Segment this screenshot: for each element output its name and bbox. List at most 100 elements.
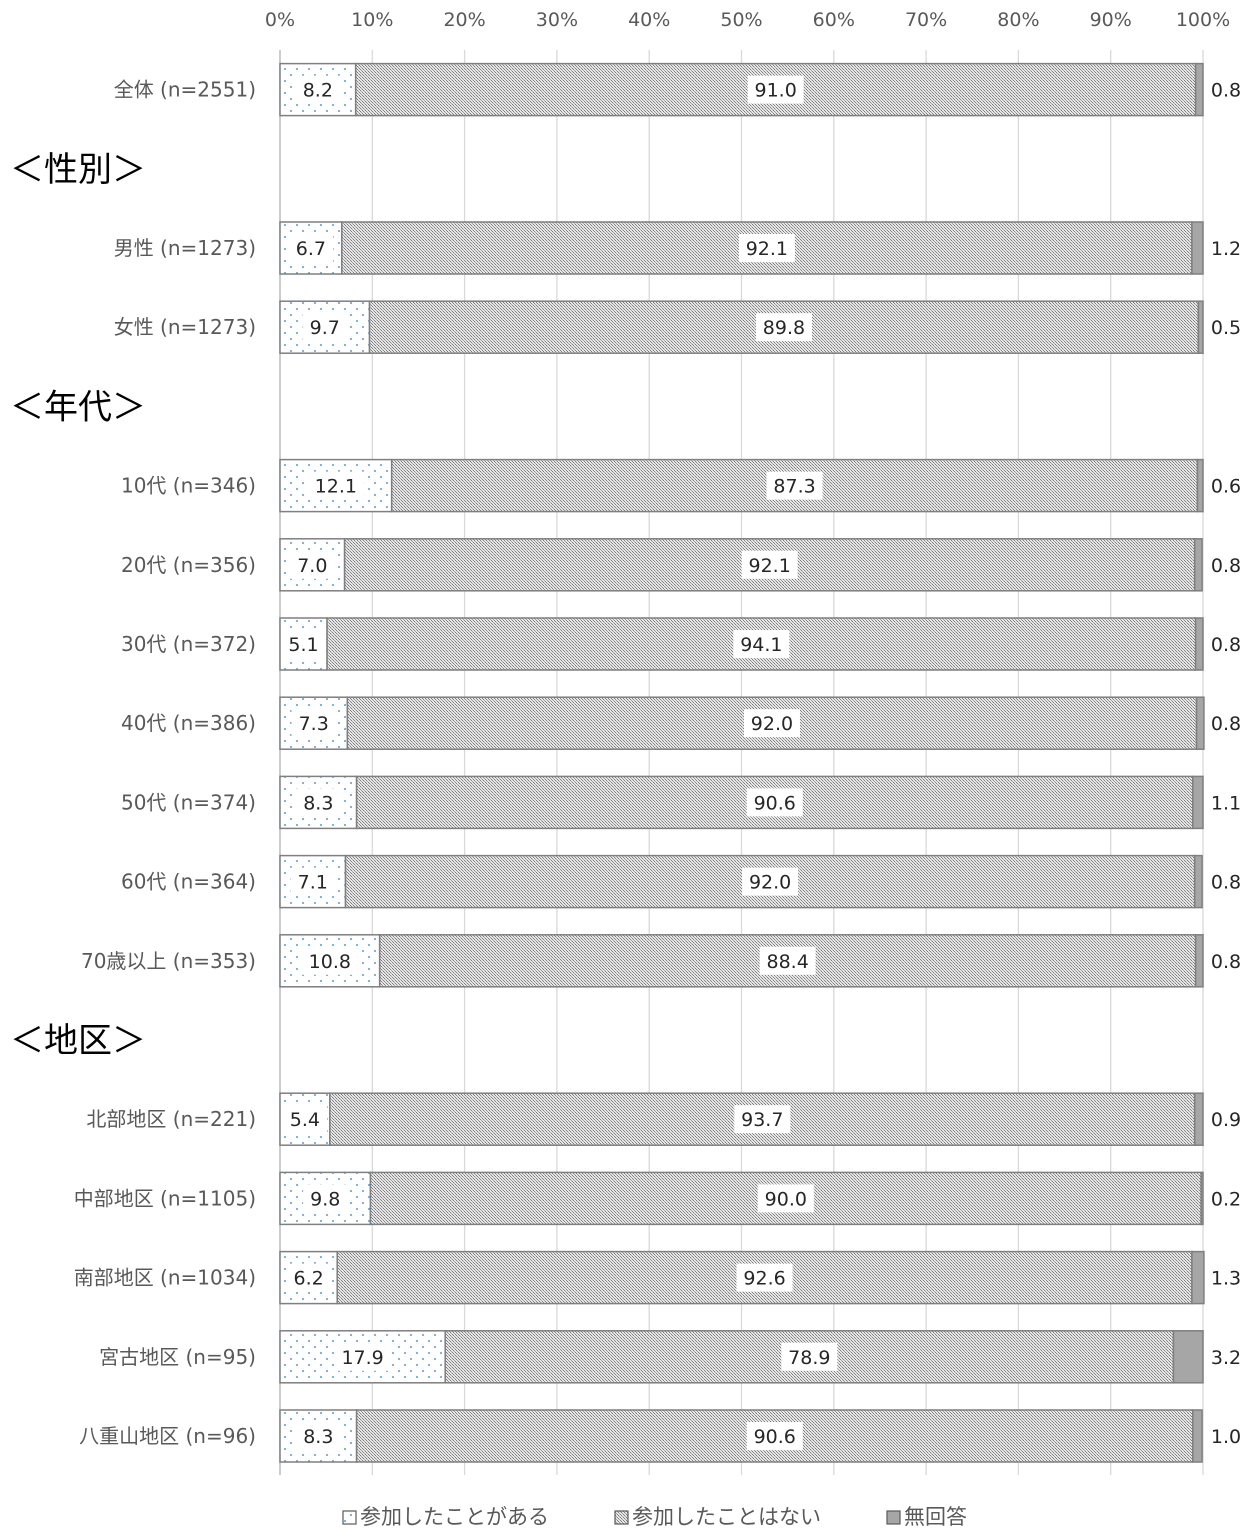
bar-segment — [1192, 1409, 1203, 1463]
x-axis-ticks: 0% 10% 20% 30% 40% 50% 60% 70% 80% 90% 100% — [265, 9, 1230, 31]
category-label: 南部地区 (n=1034) — [74, 1266, 256, 1290]
data-label: 78.9 — [788, 1347, 830, 1369]
bar-row: 70歳以上 (n=353) 10.8 88.4 0.8 — [81, 934, 1241, 988]
category-label: 20代 (n=356) — [121, 553, 256, 577]
data-label: 87.3 — [773, 476, 815, 498]
data-label: 0.8 — [1211, 872, 1241, 894]
bar-segment — [1200, 1171, 1204, 1226]
category-label: 全体 (n=2551) — [114, 78, 256, 102]
data-label: 9.7 — [310, 317, 340, 339]
data-label: 1.0 — [1211, 1426, 1241, 1448]
data-label-bg — [290, 550, 335, 579]
data-label: 7.3 — [299, 713, 329, 735]
data-label-bg — [747, 75, 804, 104]
data-label: 93.7 — [741, 1109, 783, 1131]
data-label: 0.5 — [1211, 317, 1241, 339]
category-label: 10代 (n=346) — [121, 474, 256, 498]
bar-segment — [344, 854, 1196, 909]
category-label: 50代 (n=374) — [121, 790, 256, 814]
data-label-bg — [302, 1184, 348, 1213]
bar-row: 宮古地区 (n=95) 17.9 78.9 3.2 — [99, 1330, 1241, 1384]
data-label: 7.1 — [298, 872, 328, 894]
bar-segment — [1193, 854, 1203, 909]
bar-row: 20代 (n=356) 7.0 92.1 0.8 — [121, 538, 1241, 592]
chart-rows: 全体 (n=2551) 8.2 91.0 0.8 ＜性別＞ 男性 (n=1273) 6.7 9… — [10, 62, 1241, 1463]
data-label: 5.4 — [290, 1109, 320, 1131]
bar-segment — [1192, 775, 1204, 830]
data-label-bg — [757, 1184, 814, 1213]
bar-row: 10代 (n=346) 12.1 87.3 0.6 — [121, 458, 1241, 513]
bar-segment — [1172, 1330, 1204, 1384]
data-label: 91.0 — [754, 80, 796, 102]
bar-segment — [1197, 300, 1204, 354]
data-label-bg — [290, 867, 336, 896]
category-label: 中部地区 (n=1105) — [74, 1186, 256, 1210]
data-label: 0.6 — [1211, 476, 1241, 498]
bar-row: 南部地区 (n=1034) 6.2 92.6 1.3 — [74, 1250, 1241, 1305]
bar-segment — [1191, 1250, 1205, 1305]
legend-swatch — [614, 1510, 629, 1525]
data-label-bg — [738, 234, 795, 262]
data-label: 6.7 — [296, 238, 326, 260]
x-tick-label: 60% — [813, 9, 855, 31]
bar-segment — [279, 934, 381, 988]
x-tick-label: 10% — [351, 9, 393, 31]
data-label-bg — [746, 788, 803, 817]
legend-entry: 無回答 — [904, 1505, 967, 1529]
data-label-bg — [307, 471, 364, 500]
data-label-bg — [301, 946, 358, 975]
x-tick-label: 70% — [905, 9, 947, 31]
bar-row: 40代 (n=386) 7.3 92.0 0.8 — [121, 696, 1241, 750]
data-label-bg — [755, 313, 812, 342]
data-label: 6.2 — [294, 1268, 324, 1290]
data-label: 0.8 — [1211, 80, 1241, 102]
data-label: 8.2 — [303, 80, 333, 102]
data-label: 1.3 — [1211, 1268, 1241, 1290]
data-label-bg — [302, 313, 348, 342]
x-tick-label: 0% — [265, 9, 295, 31]
category-label: 30代 (n=372) — [121, 632, 256, 656]
data-label: 92.1 — [748, 555, 790, 577]
data-label-bg — [334, 1342, 391, 1371]
legend-swatch — [342, 1510, 357, 1525]
category-label: 八重山地区 (n=96) — [79, 1424, 256, 1448]
data-label-bg — [291, 709, 336, 738]
x-tick-label: 90% — [1090, 9, 1132, 31]
data-label: 92.0 — [751, 713, 793, 735]
bar-row: 北部地区 (n=221) 5.4 93.7 0.9 — [86, 1092, 1241, 1146]
data-label-bg — [733, 630, 790, 658]
legend-entry: 参加したことがある — [360, 1505, 549, 1529]
x-tick-label: 40% — [628, 9, 670, 31]
bar-row: 50代 (n=374) 8.3 90.6 1.1 — [121, 775, 1241, 830]
data-label: 17.9 — [341, 1347, 383, 1369]
category-label: 40代 (n=386) — [121, 711, 256, 735]
bar-segment — [279, 1171, 372, 1226]
data-label-bg — [295, 75, 341, 104]
section-label: ＜性別＞ — [10, 150, 146, 190]
data-label: 5.1 — [288, 634, 318, 656]
bar-row: 30代 (n=372) 5.1 94.1 0.8 — [121, 617, 1241, 671]
data-label: 8.3 — [303, 1426, 333, 1448]
category-label: 60代 (n=364) — [121, 870, 256, 894]
data-label: 0.9 — [1211, 1109, 1241, 1131]
legend: 参加したことがある 参加したことはない 無回答 — [342, 1505, 967, 1529]
data-label-bg — [742, 867, 799, 896]
category-label: 北部地区 (n=221) — [86, 1107, 256, 1131]
gridlines — [279, 50, 1204, 1475]
bar-segment — [1193, 1092, 1204, 1146]
bar-segment — [1194, 617, 1204, 671]
data-label: 1.1 — [1211, 792, 1241, 814]
bar-segment — [1194, 934, 1204, 988]
data-label: 0.8 — [1211, 713, 1241, 735]
data-label: 94.1 — [740, 634, 782, 656]
data-label-bg — [741, 550, 798, 579]
bar-row: 八重山地区 (n=96) 8.3 90.6 1.0 — [79, 1409, 1241, 1463]
bar-row: 全体 (n=2551) 8.2 91.0 0.8 — [114, 62, 1241, 117]
data-label: 0.8 — [1211, 634, 1241, 656]
category-label: 男性 (n=1273) — [114, 236, 256, 260]
data-label: 1.2 — [1211, 238, 1241, 260]
data-label: 12.1 — [315, 476, 357, 498]
data-label: 92.0 — [749, 872, 791, 894]
data-label-bg — [281, 630, 326, 658]
